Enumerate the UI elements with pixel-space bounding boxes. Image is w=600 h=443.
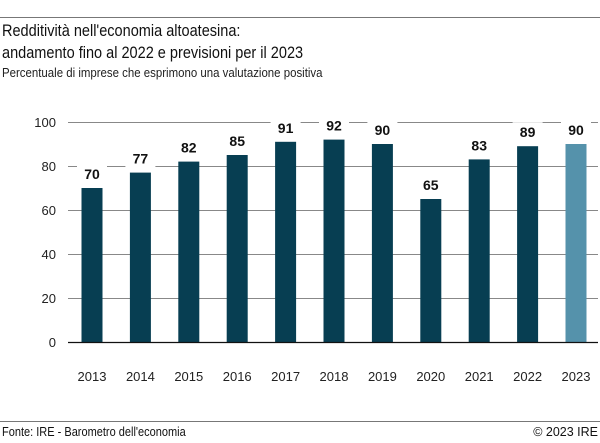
bar-2017 [275,141,297,342]
data-label-bg [222,131,253,151]
source-note: Fonte: IRE - Barometro dell'economia [2,425,186,439]
data-label-2017: 91 [278,120,294,136]
data-label-bg [173,137,204,158]
title-line-1: Redditività nell'economia altoatesina: [2,22,241,40]
bar-2019 [371,144,393,342]
data-label-bg [561,120,591,140]
bar-2014 [129,172,151,342]
y-tick-label: 0 [49,335,56,350]
x-tick-label-2020: 2020 [416,369,445,384]
x-tick-label-2023: 2023 [562,369,591,384]
x-tick-label-2016: 2016 [223,369,252,384]
data-label-bg [125,148,156,169]
bar-2020 [420,199,442,342]
data-label-bg [77,164,107,184]
data-label-bg [512,122,543,143]
bar-2013 [81,188,103,342]
y-tick-label: 60 [42,203,56,218]
bar-2018 [323,139,345,342]
data-label-2015: 82 [181,140,197,156]
x-tick-label-2019: 2019 [368,369,397,384]
data-label-bg [319,115,349,136]
x-tick-label-2014: 2014 [126,369,155,384]
data-label-2019: 90 [375,122,391,138]
bar-2021 [468,159,490,342]
data-label-2022: 89 [520,124,536,140]
data-label-2014: 77 [133,151,149,167]
y-tick-label: 40 [42,247,56,262]
data-label-bg [367,120,398,140]
x-tick-label-2022: 2022 [513,369,542,384]
data-label-bg [415,175,446,195]
bar-chart: 0 20 40 60 80 100 70 2013 77 2014 82 2015 85 2016 91 20… [34,115,598,384]
bottom-rule [0,421,600,422]
y-tick-label: 80 [42,159,56,174]
data-label-2021: 83 [471,137,487,153]
x-tick-label-2013: 2013 [78,369,107,384]
data-label-bg [464,135,495,156]
data-label-2023: 90 [568,122,584,138]
x-tick-label-2015: 2015 [174,369,203,384]
title-line-2: andamento fino al 2022 e previsioni per … [2,44,304,62]
bar-2015 [178,161,200,342]
data-label-2020: 65 [423,177,439,193]
y-tick-label: 20 [42,291,56,306]
chart-title: Redditività nell'economia altoatesina: a… [2,20,303,64]
x-tick-label-2021: 2021 [465,369,494,384]
bar-2023 [565,144,587,342]
y-tick-label: 100 [34,115,56,130]
bar-2016 [226,155,248,342]
bar-2022 [517,146,539,342]
data-label-2018: 92 [326,118,342,134]
data-label-2013: 70 [84,166,100,182]
data-label-bg [270,117,301,138]
top-rule [0,17,600,18]
chart-subtitle: Percentuale di imprese che esprimono una… [2,65,323,80]
data-label-2016: 85 [229,133,245,149]
x-tick-label-2018: 2018 [320,369,349,384]
x-tick-label-2017: 2017 [271,369,300,384]
copyright: © 2023 IRE [533,425,598,439]
